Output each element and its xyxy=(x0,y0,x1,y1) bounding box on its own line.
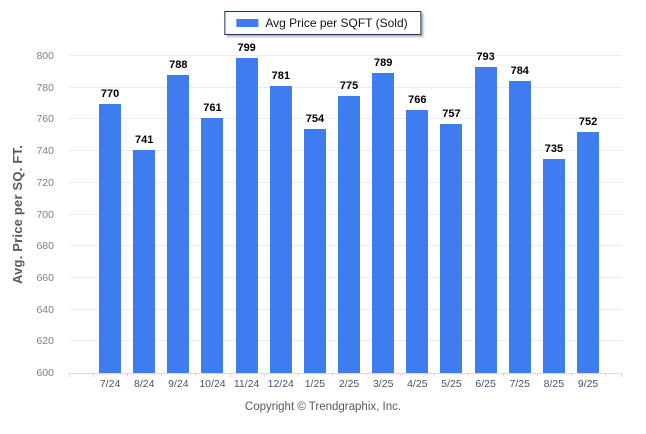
x-axis-tick xyxy=(502,373,504,377)
bar-group-8-24: 741 8/24 xyxy=(127,56,161,390)
x-axis-tick xyxy=(229,373,231,377)
x-tick-label: 9/24 xyxy=(168,378,189,390)
x-tick-label: 12/24 xyxy=(267,378,294,390)
y-tick-label: 760 xyxy=(36,113,54,126)
x-axis-tick xyxy=(605,373,606,377)
bar-group-1-25: 754 1/25 xyxy=(298,56,332,390)
bar-group-6-25: 793 6/25 xyxy=(469,51,503,390)
x-tick-label: 8/25 xyxy=(543,378,565,390)
bar-group-7-24: 770 7/24 xyxy=(93,56,127,390)
x-tick-label: 10/24 xyxy=(199,378,226,390)
bar-group-4-25: 766 4/25 xyxy=(400,56,434,390)
bar-group-3-25: 789 3/25 xyxy=(366,56,400,390)
bar-value-label: 784 xyxy=(510,65,529,78)
x-tick-label: 7/24 xyxy=(99,378,121,390)
x-axis-tick xyxy=(400,373,402,377)
bar-value-label: 752 xyxy=(578,116,598,129)
x-axis-tick xyxy=(434,373,436,377)
bar-value-label: 766 xyxy=(408,93,427,106)
bar xyxy=(508,81,531,373)
bar xyxy=(338,95,361,373)
x-axis-tick xyxy=(195,373,197,377)
x-axis-tick xyxy=(161,373,163,377)
bar-group-2-25: 775 2/25 xyxy=(332,56,366,390)
bar-group-8-25: 735 8/25 xyxy=(537,56,571,390)
bar xyxy=(201,117,224,373)
bar-value-label: 754 xyxy=(305,112,325,125)
x-axis-tick xyxy=(263,373,265,377)
bar-value-label: 735 xyxy=(544,143,564,156)
x-tick-label: 2/25 xyxy=(338,378,360,390)
y-tick-label: 800 xyxy=(36,50,54,62)
x-axis-tick xyxy=(93,373,94,377)
gridline xyxy=(69,55,622,56)
x-axis-tick xyxy=(621,373,622,377)
x-tick-label: 9/25 xyxy=(577,378,599,390)
bar-value-label: 793 xyxy=(476,51,495,64)
y-tick-label: 680 xyxy=(36,240,54,253)
x-tick-label: 11/24 xyxy=(233,378,260,390)
bar-value-label: 775 xyxy=(339,79,359,92)
y-tick-label: 660 xyxy=(36,271,54,284)
bar xyxy=(406,109,429,373)
x-axis-tick xyxy=(69,373,70,377)
bar-value-label: 770 xyxy=(100,87,120,100)
bar-value-label: 761 xyxy=(203,101,222,114)
x-tick-label: 5/25 xyxy=(441,378,462,390)
bar xyxy=(474,67,497,373)
legend: Avg Price per SQFT (Sold) xyxy=(224,11,422,35)
legend-label: Avg Price per SQFT (Sold) xyxy=(265,16,408,30)
bar xyxy=(542,159,565,373)
bar xyxy=(269,86,292,373)
bar xyxy=(133,149,156,373)
y-tick-label: 780 xyxy=(36,81,54,94)
y-tick-label: 720 xyxy=(36,176,54,189)
copyright-text: Copyright © Trendgraphix, Inc. xyxy=(244,401,402,413)
bar-group-11-24: 799 11/24 xyxy=(230,42,264,390)
x-tick-label: 1/25 xyxy=(304,378,326,390)
x-axis-tick xyxy=(127,373,129,377)
y-tick-label: 640 xyxy=(36,303,54,316)
x-axis-tick xyxy=(297,373,299,377)
bar xyxy=(235,57,258,373)
x-axis-tick xyxy=(366,373,368,377)
bar-group-9-24: 788 9/24 xyxy=(161,56,195,390)
bar-group-12-24: 781 12/24 xyxy=(264,56,298,390)
plot-area: 600 620 640 660 680 700 720 740 760 780 800 770 7/2… xyxy=(36,42,622,390)
bar-group-10-24: 761 10/24 xyxy=(195,56,229,390)
x-axis-tick xyxy=(468,373,470,377)
bar-value-label: 799 xyxy=(237,41,256,54)
bar-value-label: 741 xyxy=(135,133,154,146)
x-axis-tick xyxy=(536,373,538,377)
x-axis-tick xyxy=(570,373,572,377)
bar xyxy=(372,73,395,373)
legend-swatch-icon xyxy=(236,19,259,27)
bar xyxy=(167,75,190,373)
x-tick-label: 8/24 xyxy=(133,378,155,390)
x-tick-label: 4/25 xyxy=(407,378,428,390)
bar-group-7-25: 784 7/25 xyxy=(503,56,537,390)
bar xyxy=(303,128,326,373)
x-tick-label: 3/25 xyxy=(372,378,394,390)
y-tick-label: 700 xyxy=(36,208,54,221)
x-axis-tick xyxy=(331,373,333,377)
bar xyxy=(440,124,463,373)
bar-value-label: 757 xyxy=(442,108,461,121)
x-tick-label: 6/25 xyxy=(475,378,496,390)
gridline xyxy=(69,86,622,88)
bar-value-label: 788 xyxy=(169,59,188,72)
y-tick-label: 600 xyxy=(36,367,54,379)
bar-series: 770 7/24 741 8/24 788 9/24 761 10/24 799 11/24 781… xyxy=(93,42,605,390)
bar-group-9-25: 752 9/25 xyxy=(571,56,605,390)
bar-group-5-25: 757 5/25 xyxy=(434,56,468,390)
bar-value-label: 789 xyxy=(374,57,393,70)
y-tick-label: 740 xyxy=(36,145,54,158)
x-tick-label: 7/25 xyxy=(509,378,530,390)
bar-value-label: 781 xyxy=(271,70,290,83)
y-axis-labels: 600 620 640 660 680 700 720 740 760 780 800 xyxy=(0,50,62,379)
bar xyxy=(99,103,122,373)
y-tick-label: 620 xyxy=(36,335,54,348)
bar xyxy=(577,132,600,373)
